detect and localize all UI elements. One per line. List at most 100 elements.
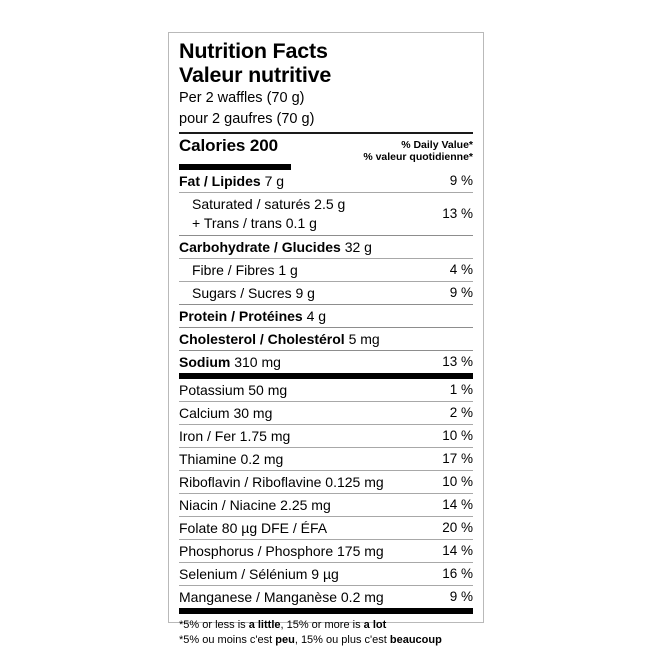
row-saturated-trans: Saturated / saturés 2.5 g + Trans / tran… <box>179 193 473 235</box>
row-potassium: Potassium 50 mg 1 % <box>179 379 473 401</box>
divider-thiamine <box>179 470 473 472</box>
row-fat-pct: 9 % <box>449 172 473 188</box>
divider-iron <box>179 447 473 449</box>
row-carbohydrate-name: Carbohydrate / Glucides 32 g <box>179 238 372 255</box>
row-phosphorus-name: Phosphorus / Phosphore 175 mg <box>179 542 384 559</box>
footnote-fr-bold2: beaucoup <box>389 634 442 647</box>
calories-row: Calories 200 % Daily Value* % valeur quo… <box>179 134 473 165</box>
row-selenium: Selenium / Sélénium 9 µg 16 % <box>179 563 473 585</box>
row-fibre-pct: 4 % <box>449 261 473 277</box>
divider-calcium <box>179 424 473 426</box>
row-carbohydrate-nutrient: Carbohydrate / Glucides <box>179 238 341 255</box>
row-fat-nutrient: Fat / Lipides <box>179 172 261 189</box>
label-title-fr: Valeur nutritive <box>179 63 332 88</box>
row-sodium: Sodium 310 mg 13 % <box>179 351 473 373</box>
serving-size-en: Per 2 waffles (70 g) <box>179 90 305 107</box>
footnote-en-bold1: a little <box>248 619 281 632</box>
row-thiamine: Thiamine 0.2 mg 17 % <box>179 448 473 470</box>
daily-value-header-fr: % valeur quotidienne* <box>363 151 473 164</box>
row-cholesterol-nutrient: Cholesterol / Cholestérol <box>179 330 345 347</box>
divider-carbohydrate <box>179 258 473 260</box>
row-niacin: Niacin / Niacine 2.25 mg 14 % <box>179 494 473 516</box>
footnote-en-bold2: a lot <box>363 619 387 632</box>
footnote-fr: *5% ou moins c'est peu, 15% ou plus c'es… <box>179 633 473 648</box>
footnote-fr-part1: *5% ou moins c'est <box>179 634 276 647</box>
row-fibre-name: Fibre / Fibres 1 g <box>192 261 298 278</box>
row-sodium-name: Sodium 310 mg <box>179 353 281 370</box>
row-potassium-name: Potassium 50 mg <box>179 381 288 398</box>
row-potassium-pct: 1 % <box>449 381 473 397</box>
row-sodium-pct: 13 % <box>442 353 473 369</box>
label-inner: Nutrition Facts Valeur nutritive Per 2 w… <box>169 33 483 646</box>
row-saturated-trans-pct: 13 % <box>442 206 473 222</box>
label-title-en: Nutrition Facts <box>179 39 328 63</box>
row-thiamine-pct: 17 % <box>442 450 473 466</box>
footnote-en: *5% or less is a little, 15% or more is … <box>179 618 473 633</box>
divider-saturated-trans <box>179 235 473 237</box>
row-protein-name: Protein / Protéines 4 g <box>179 307 327 324</box>
row-protein-nutrient: Protein / Protéines <box>179 307 303 324</box>
daily-value-header: % Daily Value* % valeur quotidienne* <box>363 137 473 165</box>
divider-cholesterol <box>179 350 473 352</box>
row-sugars-name: Sugars / Sucres 9 g <box>192 284 315 301</box>
divider-phosphorus <box>179 562 473 564</box>
row-sugars: Sugars / Sucres 9 g 9 % <box>179 282 473 304</box>
row-manganese-name: Manganese / Manganèse 0.2 mg <box>179 588 384 605</box>
row-cholesterol-name: Cholesterol / Cholestérol 5 mg <box>179 330 380 347</box>
calories-label: Calories 200 <box>179 135 278 155</box>
row-manganese-pct: 9 % <box>449 588 473 604</box>
divider-before-footnote <box>179 608 473 615</box>
row-riboflavin-name: Riboflavin / Riboflavine 0.125 mg <box>179 473 384 490</box>
row-manganese: Manganese / Manganèse 0.2 mg 9 % <box>179 586 473 608</box>
row-protein: Protein / Protéines 4 g <box>179 305 473 327</box>
divider-riboflavin <box>179 493 473 495</box>
footnote: *5% or less is a little, 15% or more is … <box>179 614 473 648</box>
divider-protein <box>179 327 473 329</box>
row-cholesterol: Cholesterol / Cholestérol 5 mg <box>179 328 473 350</box>
row-cholesterol-amount: 5 mg <box>348 330 380 347</box>
row-saturated-name: Saturated / saturés 2.5 g <box>192 196 346 213</box>
row-phosphorus-pct: 14 % <box>442 542 473 558</box>
divider-under-calories <box>179 164 291 171</box>
row-carbohydrate-amount: 32 g <box>344 238 372 255</box>
row-phosphorus: Phosphorus / Phosphore 175 mg 14 % <box>179 540 473 562</box>
row-folate-name: Folate 80 µg DFE / ÉFA <box>179 519 328 536</box>
divider-folate <box>179 539 473 541</box>
row-folate: Folate 80 µg DFE / ÉFA 20 % <box>179 517 473 539</box>
row-riboflavin-pct: 10 % <box>442 473 473 489</box>
nutrition-facts-label: Nutrition Facts Valeur nutritive Per 2 w… <box>168 32 484 646</box>
row-fat-name: Fat / Lipides 7 g <box>179 172 285 189</box>
row-calcium-name: Calcium 30 mg <box>179 404 273 421</box>
row-calcium: Calcium 30 mg 2 % <box>179 402 473 424</box>
divider-sugars <box>179 304 473 306</box>
row-iron-pct: 10 % <box>442 427 473 443</box>
row-fat-amount: 7 g <box>264 172 285 189</box>
row-fibre: Fibre / Fibres 1 g 4 % <box>179 259 473 281</box>
row-iron: Iron / Fer 1.75 mg 10 % <box>179 425 473 447</box>
divider-fibre <box>179 281 473 283</box>
footnote-en-part2: , 15% or more is <box>280 619 364 632</box>
row-calcium-pct: 2 % <box>449 404 473 420</box>
row-sodium-amount: 310 mg <box>234 353 281 370</box>
daily-value-header-en: % Daily Value* <box>401 138 473 151</box>
divider-after-serving <box>179 131 473 134</box>
footnote-fr-part2: , 15% ou plus c'est <box>294 634 390 647</box>
divider-fat <box>179 192 473 194</box>
row-selenium-name: Selenium / Sélénium 9 µg <box>179 565 339 582</box>
row-folate-pct: 20 % <box>442 519 473 535</box>
divider-niacin <box>179 516 473 518</box>
row-trans-name: + Trans / trans 0.1 g <box>192 214 317 231</box>
row-selenium-pct: 16 % <box>442 565 473 581</box>
row-sugars-pct: 9 % <box>449 284 473 300</box>
footnote-fr-bold1: peu <box>275 634 295 647</box>
row-riboflavin: Riboflavin / Riboflavine 0.125 mg 10 % <box>179 471 473 493</box>
row-protein-amount: 4 g <box>306 307 327 324</box>
row-sodium-nutrient: Sodium <box>179 353 231 370</box>
footnote-en-part1: *5% or less is <box>179 619 249 632</box>
divider-selenium <box>179 585 473 587</box>
divider-potassium <box>179 401 473 403</box>
row-niacin-pct: 14 % <box>442 496 473 512</box>
serving-size-fr: pour 2 gaufres (70 g) <box>179 110 315 127</box>
row-iron-name: Iron / Fer 1.75 mg <box>179 427 291 444</box>
saturated-trans-lines: Saturated / saturés 2.5 g + Trans / tran… <box>179 195 345 232</box>
